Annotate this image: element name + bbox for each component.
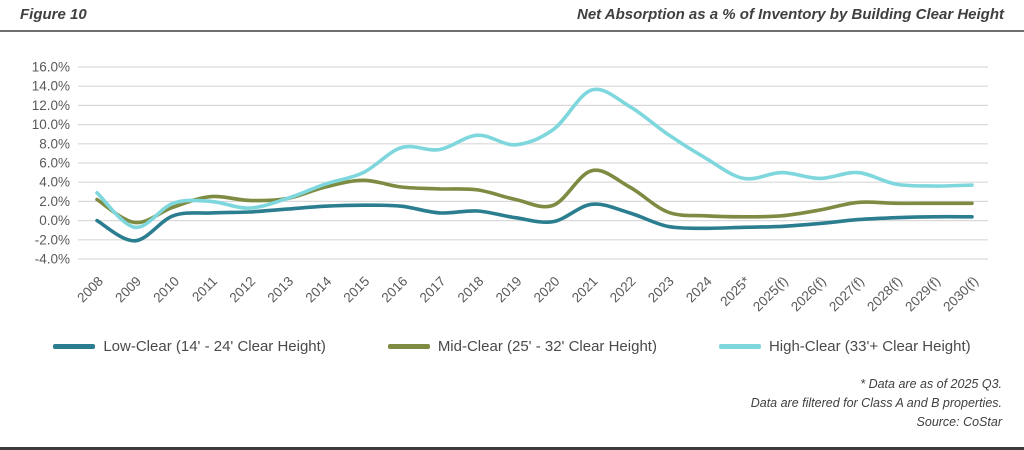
series-line-high-clear [95, 87, 974, 230]
series-line-mid-clear [95, 168, 974, 225]
legend-label: Low-Clear (14' - 24' Clear Height) [103, 338, 326, 355]
y-axis-tick-label: 10.0% [32, 117, 70, 132]
x-axis-tick-label: 2008 [74, 274, 106, 306]
x-axis-tick-label: 2011 [189, 274, 220, 305]
figure-label: Figure 10 [20, 6, 87, 23]
y-axis-tick-label: 8.0% [39, 136, 70, 151]
series-line-low-clear [95, 202, 974, 243]
x-axis-tick-label: 2014 [303, 273, 335, 305]
x-axis-tick-label: 2022 [607, 274, 639, 306]
legend-label: Mid-Clear (25' - 32' Clear Height) [437, 338, 657, 355]
y-axis-tick-label: -2.0% [35, 232, 70, 247]
x-axis-tick-label: 2015 [341, 274, 373, 306]
x-axis-tick-label: 2025(f) [750, 274, 791, 315]
net-absorption-line-chart: 16.0% 14.0% 12.0% 10.0% 8.0% 6.0% 4.0% 2.0% 0.0%… [32, 60, 988, 315]
page-bottom-rule [0, 447, 1024, 450]
chart-legend: Low-Clear (14' - 24' Clear Height) Mid-Cl… [0, 338, 1024, 355]
legend-item-0: Low-Clear (14' - 24' Clear Height) [53, 338, 326, 355]
y-axis-tick-label: 2.0% [39, 194, 70, 209]
x-axis-tick-label: 2030(f) [940, 274, 981, 315]
chart-area: 16.0% 14.0% 12.0% 10.0% 8.0% 6.0% 4.0% 2.0% 0.0%… [0, 44, 1024, 322]
footnote-source: Source: CoStar [916, 414, 1002, 429]
y-axis-tick-label: 16.0% [32, 60, 70, 75]
y-axis-tick-label: 0.0% [39, 213, 70, 228]
x-axis-tick-label: 2012 [226, 274, 258, 306]
legend-item-2: High-Clear (33'+ Clear Height) [718, 338, 971, 355]
y-axis-tick-label: 14.0% [32, 79, 70, 94]
legend-line-swatch [387, 344, 430, 349]
x-axis-tick-label: 2026(f) [788, 274, 829, 315]
legend-line-swatch [53, 344, 96, 349]
y-axis-tick-label: 4.0% [39, 175, 70, 190]
x-axis-tick-label: 2017 [417, 274, 449, 306]
footnotes: * Data are as of 2025 Q3. Data are filte… [0, 375, 1024, 431]
legend-item-1: Mid-Clear (25' - 32' Clear Height) [387, 338, 657, 355]
y-axis-tick-label: 12.0% [32, 98, 70, 113]
legend-line-swatch [718, 344, 761, 349]
legend-label: High-Clear (33'+ Clear Height) [768, 338, 971, 355]
y-axis-tick-label: -4.0% [35, 252, 70, 267]
x-axis-tick-label: 2023 [645, 274, 677, 306]
x-axis-tick-label: 2009 [112, 274, 144, 306]
x-axis-tick-label: 2020 [531, 274, 563, 306]
chart-title: Net Absorption as a % of Inventory by Bu… [577, 6, 1004, 23]
x-axis-tick-label: 2016 [379, 274, 411, 306]
footnote-asof: * Data are as of 2025 Q3. [860, 377, 1002, 391]
x-axis-tick-label: 2021 [569, 274, 601, 306]
figure-header: Figure 10 Net Absorption as a % of Inven… [0, 0, 1024, 32]
x-axis-tick-label: 2019 [493, 274, 525, 306]
x-axis-tick-label: 2024 [683, 273, 715, 305]
x-axis-tick-label: 2025* [717, 273, 753, 309]
x-axis-tick-label: 2018 [455, 274, 487, 306]
x-axis-tick-label: 2010 [150, 274, 182, 306]
x-axis-tick-label: 2029(f) [902, 274, 943, 315]
x-axis-tick-label: 2028(f) [864, 274, 905, 315]
footnote-filter: Data are filtered for Class A and B prop… [750, 395, 1002, 410]
x-axis-tick-label: 2027(f) [826, 274, 867, 315]
x-axis-tick-label: 2013 [264, 274, 296, 306]
y-axis-tick-label: 6.0% [39, 156, 70, 171]
